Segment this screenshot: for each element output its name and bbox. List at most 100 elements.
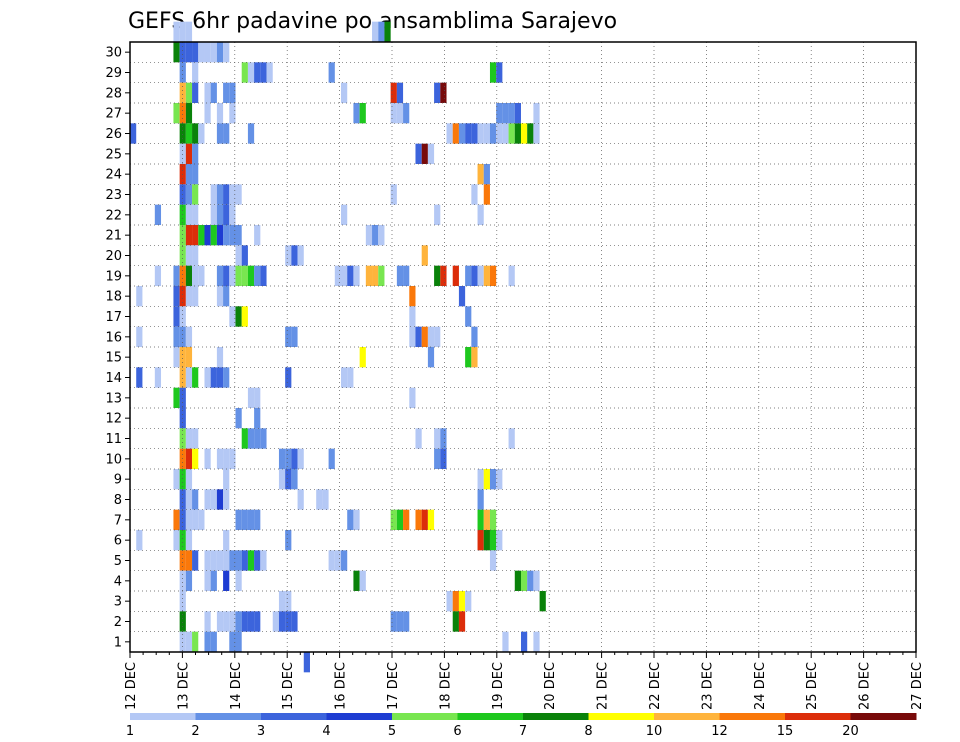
- y-tick-label: 19: [105, 269, 122, 284]
- y-axis: 1234567891011121314151617181920212223242…: [105, 46, 130, 650]
- heatmap-cell: [365, 225, 373, 246]
- heatmap-cell: [434, 265, 441, 286]
- heatmap-cell: [229, 225, 236, 246]
- y-tick-label: 23: [105, 188, 122, 203]
- heatmap-cell: [390, 103, 397, 124]
- heatmap-cell: [458, 123, 466, 144]
- heatmap-cell: [502, 103, 509, 124]
- heatmap-cell: [185, 82, 193, 103]
- heatmap-cell: [235, 408, 242, 429]
- heatmap-cell: [489, 62, 497, 83]
- heatmap-cell: [508, 428, 515, 449]
- heatmap-cell: [359, 347, 366, 368]
- heatmap-cell: [173, 306, 180, 327]
- heatmap-cell: [390, 509, 397, 530]
- heatmap-cell: [291, 326, 298, 347]
- heatmap-cell: [204, 550, 211, 571]
- heatmap-cell: [179, 326, 186, 347]
- heatmap-cell: [353, 265, 360, 286]
- heatmap-cell: [204, 631, 211, 652]
- heatmap-cell: [223, 286, 230, 307]
- heatmap-cell: [502, 631, 509, 652]
- heatmap-cell: [179, 21, 186, 42]
- heatmap-cell: [223, 123, 230, 144]
- heatmap-cell: [247, 265, 255, 286]
- heatmap-cell: [403, 265, 410, 286]
- heatmap-cell: [483, 184, 490, 205]
- heatmap-cell: [241, 509, 248, 530]
- heatmap-cell: [254, 428, 261, 449]
- heatmap-cell: [216, 103, 224, 124]
- heatmap-cell: [533, 631, 540, 652]
- heatmap-cell: [179, 631, 186, 652]
- x-tick-label: 24 DEC: [753, 662, 768, 710]
- heatmap-cell: [260, 428, 267, 449]
- heatmap-cell: [235, 184, 242, 205]
- heatmap-cell: [260, 550, 267, 571]
- x-tick-label: 25 DEC: [805, 662, 820, 710]
- heatmap-cell: [229, 448, 236, 469]
- y-tick-label: 12: [105, 412, 122, 427]
- y-tick-label: 28: [105, 86, 122, 101]
- heatmap-cell: [179, 286, 186, 307]
- heatmap-cell: [198, 265, 205, 286]
- heatmap-cell: [229, 631, 236, 652]
- heatmap-cell: [446, 591, 453, 612]
- heatmap-cell: [185, 509, 193, 530]
- heatmap-cell: [210, 204, 217, 225]
- heatmap-cell: [179, 164, 186, 185]
- heatmap-cell: [378, 225, 385, 246]
- x-tick-label: 19 DEC: [491, 662, 506, 710]
- heatmap-cell: [179, 469, 186, 490]
- heatmap-cell: [173, 326, 180, 347]
- heatmap-cell: [359, 570, 366, 591]
- heatmap-cell: [254, 509, 261, 530]
- heatmap-cell: [415, 326, 422, 347]
- heatmap-cell: [489, 509, 497, 530]
- heatmap-cell: [173, 21, 180, 42]
- heatmap-cell: [204, 367, 211, 388]
- heatmap-cell: [235, 225, 242, 246]
- heatmap-cell: [210, 367, 217, 388]
- y-tick-label: 9: [114, 473, 122, 488]
- heatmap-cell: [235, 570, 242, 591]
- heatmap-cell: [192, 184, 199, 205]
- heatmap-cell: [235, 611, 242, 632]
- heatmap-cell: [179, 62, 186, 83]
- heatmap-cell: [427, 143, 435, 164]
- heatmap-cell: [229, 103, 236, 124]
- heatmap-cell: [235, 306, 242, 327]
- heatmap-cell: [440, 448, 447, 469]
- heatmap-cell: [390, 82, 397, 103]
- heatmap-cell: [185, 448, 193, 469]
- heatmap-cell: [204, 489, 211, 510]
- heatmap-cell: [179, 570, 186, 591]
- heatmap-cell: [353, 570, 360, 591]
- heatmap-cell: [173, 387, 180, 408]
- colorbar-label: 10: [646, 724, 663, 739]
- heatmap-cell: [452, 123, 459, 144]
- x-tick-label: 15 DEC: [281, 662, 296, 710]
- heatmap-cell: [322, 489, 329, 510]
- heatmap-cell: [527, 123, 534, 144]
- heatmap-cell: [216, 448, 224, 469]
- heatmap-cell: [216, 347, 224, 368]
- heatmap-cell: [285, 469, 292, 490]
- heatmap-cell: [185, 570, 193, 591]
- heatmap-cell: [409, 387, 416, 408]
- y-tick-label: 18: [105, 290, 122, 305]
- heatmap-cell: [285, 530, 292, 551]
- heatmap-cell: [409, 306, 416, 327]
- heatmap-cell: [204, 570, 211, 591]
- heatmap-cell: [154, 265, 162, 286]
- heatmap-cell: [365, 265, 373, 286]
- heatmap-cell: [185, 42, 193, 63]
- heatmap-cell: [477, 265, 484, 286]
- heatmap-cell: [210, 550, 217, 571]
- heatmap-cell: [216, 265, 224, 286]
- heatmap-cell: [328, 550, 335, 571]
- heatmap-cell: [285, 611, 292, 632]
- heatmap-cell: [446, 123, 453, 144]
- heatmap-cell: [347, 367, 354, 388]
- heatmap-cell: [489, 530, 497, 551]
